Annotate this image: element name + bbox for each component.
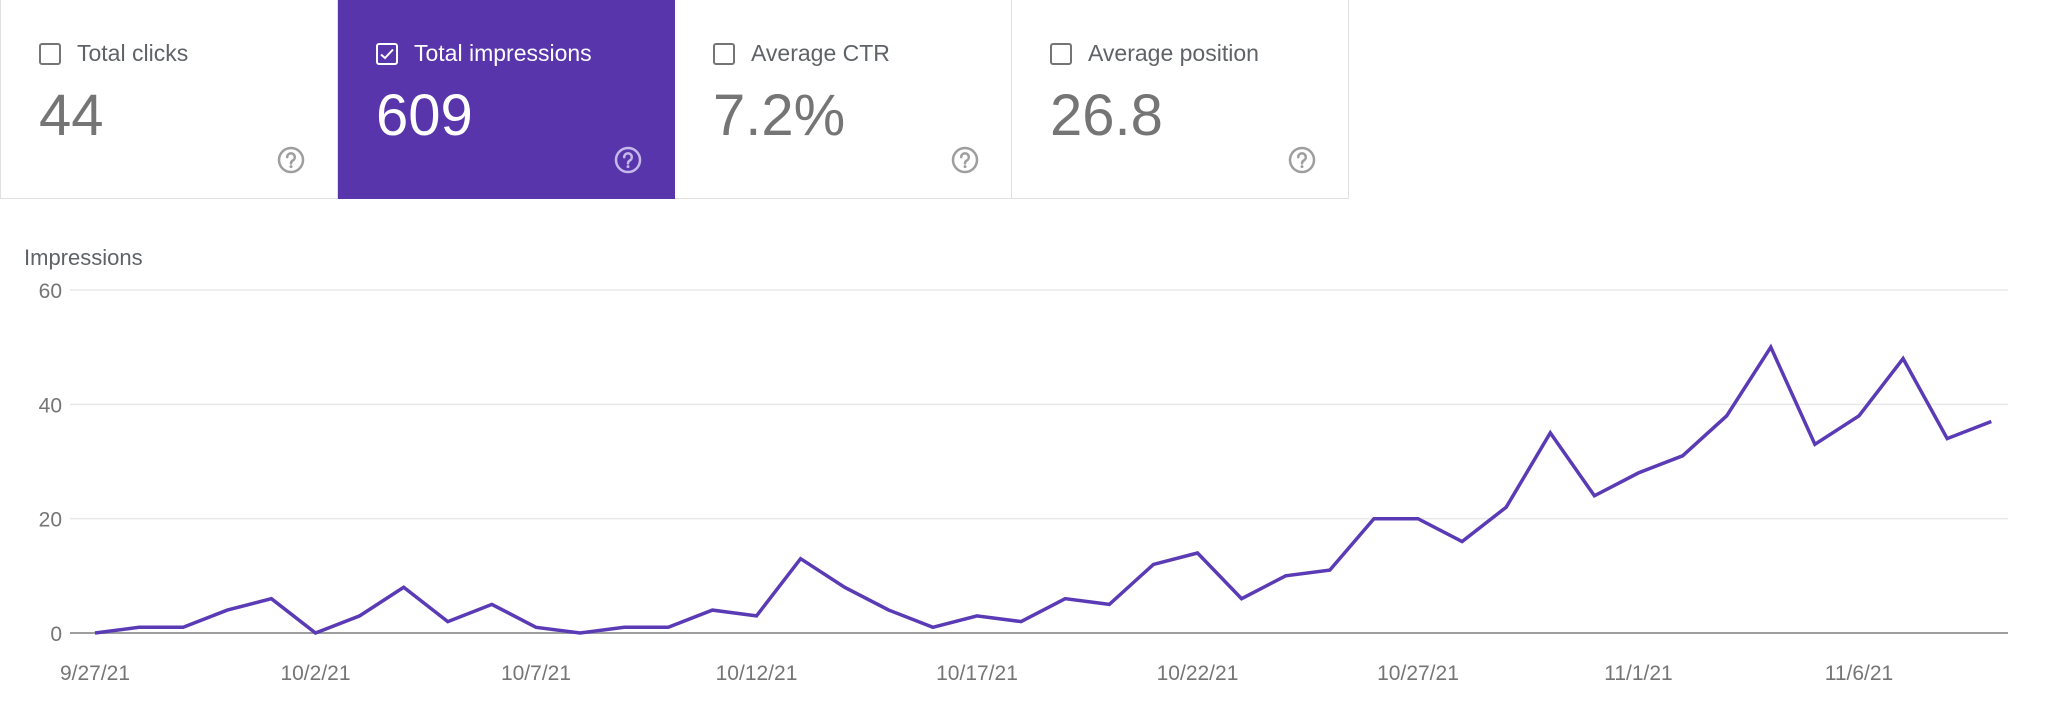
metric-card-total-clicks[interactable]: Total clicks 44 — [0, 0, 338, 199]
help-icon[interactable] — [276, 145, 306, 175]
metric-value: 44 — [39, 83, 104, 148]
checkmark-icon — [380, 48, 394, 59]
y-tick-label: 40 — [39, 394, 62, 417]
metric-label: Total impressions — [414, 40, 592, 66]
metric-label: Average CTR — [751, 40, 890, 66]
help-icon[interactable] — [1287, 145, 1317, 175]
help-icon[interactable] — [613, 145, 643, 175]
metric-card-header: Total clicks — [39, 40, 188, 67]
line-chart: Impressions 0 20 40 60 9/27/21 10/2/21 10/7/21 1… — [24, 245, 2008, 685]
metric-card-header: Average CTR — [713, 40, 890, 67]
metric-card-average-ctr[interactable]: Average CTR 7.2% — [675, 0, 1012, 199]
x-tick-label: 10/22/21 — [1157, 662, 1239, 685]
metric-value: 609 — [376, 83, 473, 148]
impressions-chart: Impressions 0 20 40 60 9/27/21 10/2/21 10/7/21 1… — [0, 230, 2048, 720]
x-tick-label: 10/17/21 — [936, 662, 1018, 685]
x-tick-label: 10/12/21 — [716, 662, 798, 685]
checkbox[interactable] — [713, 42, 735, 65]
checkbox[interactable] — [1050, 42, 1072, 65]
y-tick-label: 20 — [39, 509, 62, 532]
y-axis-label: Impressions — [24, 245, 143, 270]
y-tick-label: 0 — [50, 623, 62, 646]
x-tick-label: 10/27/21 — [1377, 662, 1459, 685]
metric-label: Average position — [1088, 40, 1259, 66]
x-tick-label: 11/1/21 — [1604, 662, 1673, 685]
x-tick-label: 10/7/21 — [501, 662, 571, 685]
metric-label: Total clicks — [77, 40, 189, 66]
metric-cards: Total clicks 44 Total impressions 609 Av — [0, 0, 1349, 200]
metric-card-average-position[interactable]: Average position 26.8 — [1012, 0, 1349, 199]
x-tick-label: 9/27/21 — [60, 662, 130, 685]
x-tick-label: 11/6/21 — [1825, 662, 1894, 685]
checkbox[interactable] — [39, 42, 61, 65]
series-line — [94, 343, 1992, 635]
x-tick-label: 10/2/21 — [280, 662, 350, 685]
metric-card-header: Total impressions — [376, 40, 592, 67]
y-tick-label: 60 — [39, 280, 62, 303]
metric-card-total-impressions[interactable]: Total impressions 609 — [338, 0, 675, 199]
metric-value: 26.8 — [1050, 83, 1163, 148]
metric-value: 7.2% — [713, 83, 846, 148]
help-icon[interactable] — [950, 145, 980, 175]
checkbox[interactable] — [376, 42, 398, 65]
metric-card-header: Average position — [1050, 40, 1259, 67]
